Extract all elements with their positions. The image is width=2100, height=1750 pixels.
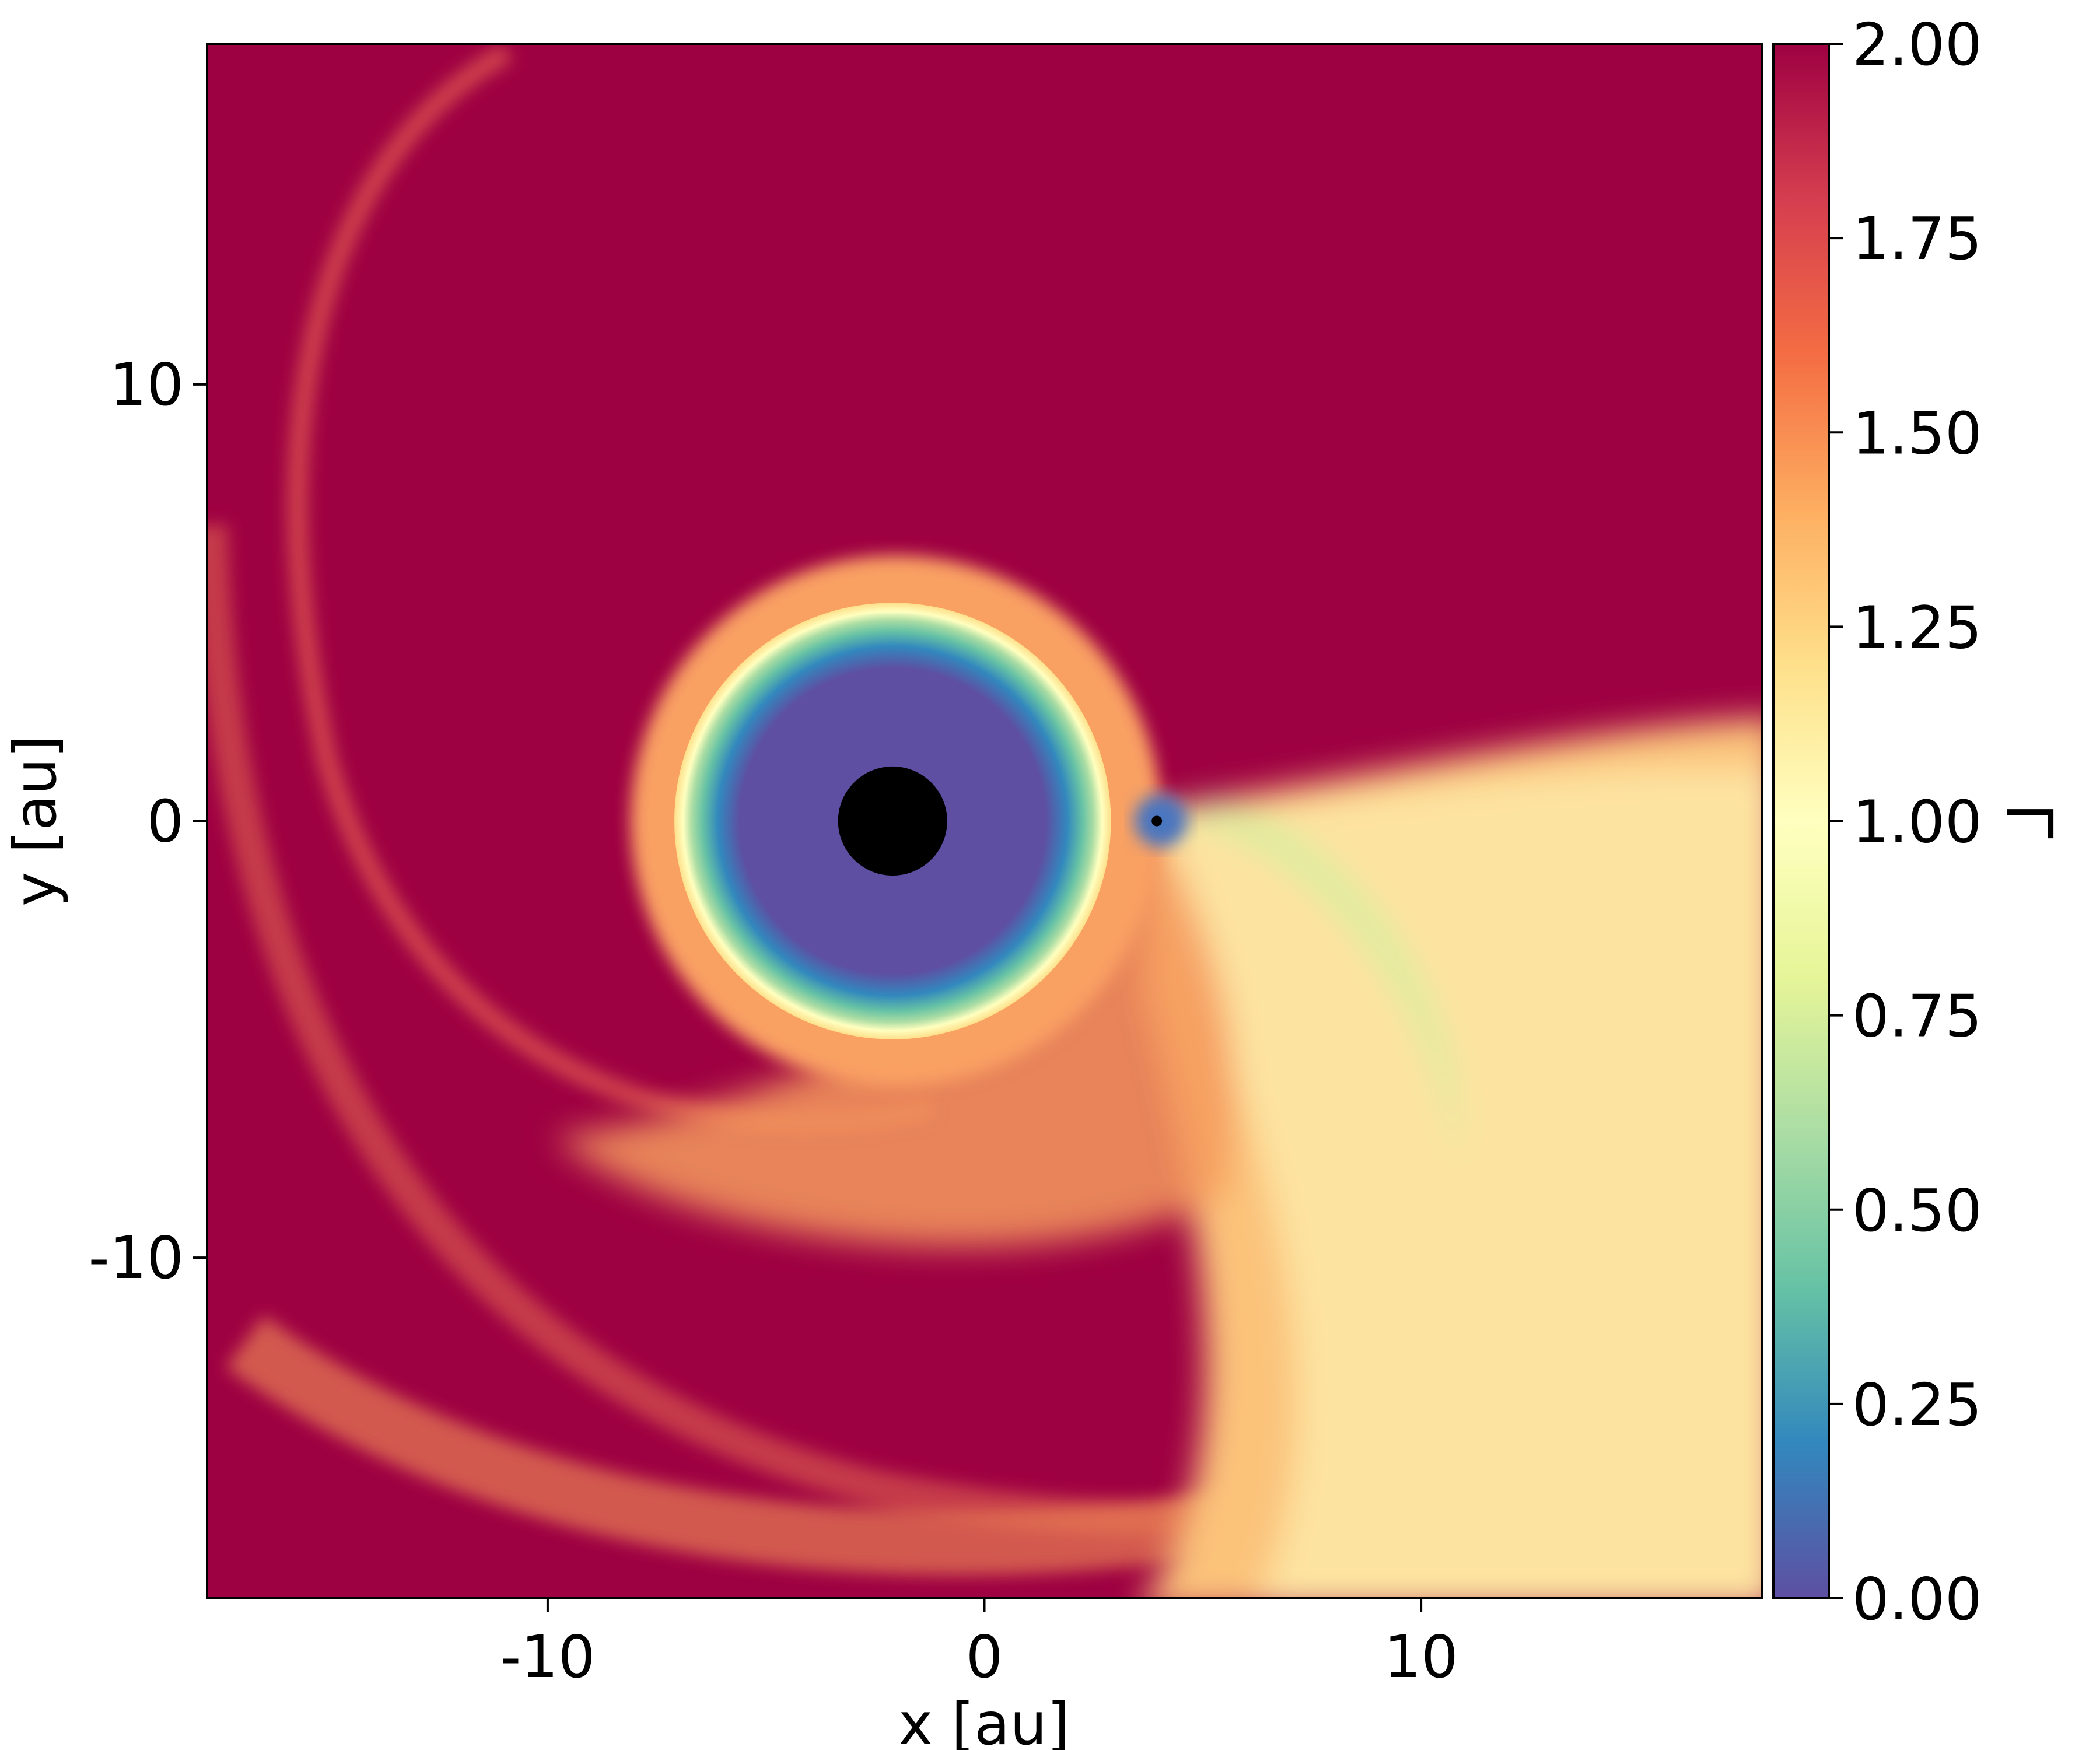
wake-bow bbox=[1161, 799, 1460, 1167]
y-tick-label: 10 bbox=[110, 351, 184, 419]
primary-star bbox=[838, 766, 947, 876]
x-axis: -10 0 10 bbox=[500, 1598, 1458, 1691]
colorbar-ticks: 0.00 0.25 0.50 0.75 1.00 1.25 1.50 1.75 2.00 bbox=[1829, 10, 1982, 1633]
y-tick-label: 0 bbox=[146, 788, 184, 856]
colorbar-tick-label: 2.00 bbox=[1852, 10, 1982, 79]
colorbar-label: Γ bbox=[1992, 803, 2066, 838]
outer-shell-arc bbox=[287, 44, 936, 1133]
colorbar-tick-label: 0.75 bbox=[1852, 982, 1982, 1051]
heatmap-panel bbox=[207, 44, 1762, 1598]
colorbar-tick-label: 1.50 bbox=[1852, 399, 1982, 467]
colorbar-tick-label: 0.25 bbox=[1852, 1371, 1982, 1439]
x-tick-label: -10 bbox=[500, 1623, 595, 1691]
colorbar-tick-label: 1.25 bbox=[1852, 593, 1982, 662]
colorbar-gradient bbox=[1772, 43, 1830, 1600]
y-axis-label: y [au] bbox=[1, 735, 69, 907]
outer-shell-arc bbox=[226, 1315, 1260, 1576]
colorbar-tick-label: 1.75 bbox=[1852, 205, 1982, 273]
x-tick-label: 10 bbox=[1384, 1623, 1458, 1691]
y-axis: 10 0 -10 bbox=[89, 351, 207, 1292]
x-tick-label: 0 bbox=[966, 1623, 1003, 1691]
x-axis-label: x [au] bbox=[898, 1690, 1070, 1750]
colorbar-tick-label: 0.00 bbox=[1852, 1565, 1982, 1633]
companion-star bbox=[1152, 816, 1163, 827]
wake-inner bbox=[1152, 768, 1762, 1598]
y-tick-label: -10 bbox=[89, 1224, 184, 1292]
colorbar-tick-label: 0.50 bbox=[1852, 1177, 1982, 1245]
colorbar-tick-label: 1.00 bbox=[1852, 788, 1982, 856]
colorbar: 0.00 0.25 0.50 0.75 1.00 1.25 1.50 1.75 2.00 Γ bbox=[1772, 10, 2066, 1633]
